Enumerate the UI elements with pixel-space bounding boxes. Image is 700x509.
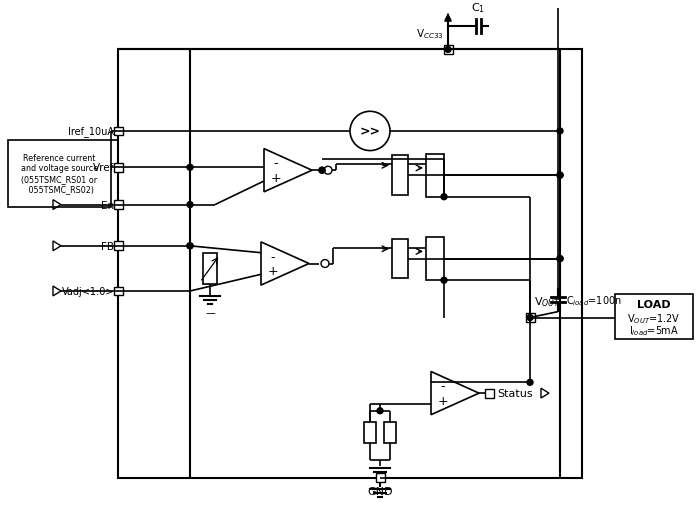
Text: +: + <box>438 394 448 407</box>
Circle shape <box>441 194 447 200</box>
Text: V$_{OUT}$: V$_{OUT}$ <box>534 294 561 308</box>
Text: V$_{OUT}$=1.2V: V$_{OUT}$=1.2V <box>627 312 680 326</box>
Bar <box>526 314 535 322</box>
Text: >>: >> <box>360 125 381 138</box>
Circle shape <box>557 129 563 134</box>
Circle shape <box>321 260 329 268</box>
Circle shape <box>319 168 325 174</box>
Circle shape <box>557 173 563 179</box>
Text: +: + <box>271 172 281 185</box>
Circle shape <box>187 202 193 208</box>
Bar <box>8 140 111 207</box>
Bar <box>113 163 122 173</box>
Text: I$_{load}$=5mA: I$_{load}$=5mA <box>629 324 679 337</box>
Text: —: — <box>205 307 215 317</box>
Circle shape <box>557 256 563 262</box>
Bar <box>426 238 444 280</box>
Circle shape <box>441 278 447 284</box>
Bar <box>203 253 217 285</box>
Text: C$_{load}$=100n: C$_{load}$=100n <box>566 293 622 307</box>
Text: Status: Status <box>497 388 533 399</box>
Bar <box>392 239 408 279</box>
Text: Reference current
and voltage source
(055TSMC_RS01 or
 055TSMC_RS02): Reference current and voltage source (05… <box>21 154 98 194</box>
Text: Vadj<1:0>: Vadj<1:0> <box>62 287 114 296</box>
Circle shape <box>319 168 325 174</box>
Bar <box>375 473 384 482</box>
Circle shape <box>377 408 383 414</box>
Text: GND: GND <box>368 487 393 496</box>
Bar <box>113 127 122 136</box>
Text: FB: FB <box>101 241 114 251</box>
Bar <box>444 46 452 55</box>
Circle shape <box>187 243 193 249</box>
Bar <box>615 294 693 340</box>
Circle shape <box>527 380 533 385</box>
Text: -: - <box>441 380 445 392</box>
Circle shape <box>187 165 193 171</box>
Circle shape <box>445 47 451 53</box>
Text: LOAD: LOAD <box>637 299 671 309</box>
Bar <box>392 156 408 195</box>
Text: Iref_10uA: Iref_10uA <box>68 126 114 137</box>
Text: V$_{CC33}$: V$_{CC33}$ <box>416 27 444 41</box>
Circle shape <box>527 315 533 321</box>
Circle shape <box>557 256 563 262</box>
Bar <box>113 201 122 210</box>
Text: C$_1$: C$_1$ <box>471 1 485 15</box>
Bar <box>384 422 396 443</box>
Text: Vref: Vref <box>92 163 114 173</box>
Text: -: - <box>271 250 275 263</box>
Bar <box>426 154 444 197</box>
Circle shape <box>324 167 332 175</box>
Text: En: En <box>101 200 114 210</box>
Bar <box>113 287 122 296</box>
Circle shape <box>187 243 193 249</box>
Text: -: - <box>274 157 279 170</box>
Bar <box>118 50 582 477</box>
Bar <box>484 389 494 398</box>
Text: +: + <box>267 265 279 277</box>
Bar <box>113 242 122 251</box>
Bar <box>364 422 376 443</box>
Circle shape <box>557 173 563 179</box>
